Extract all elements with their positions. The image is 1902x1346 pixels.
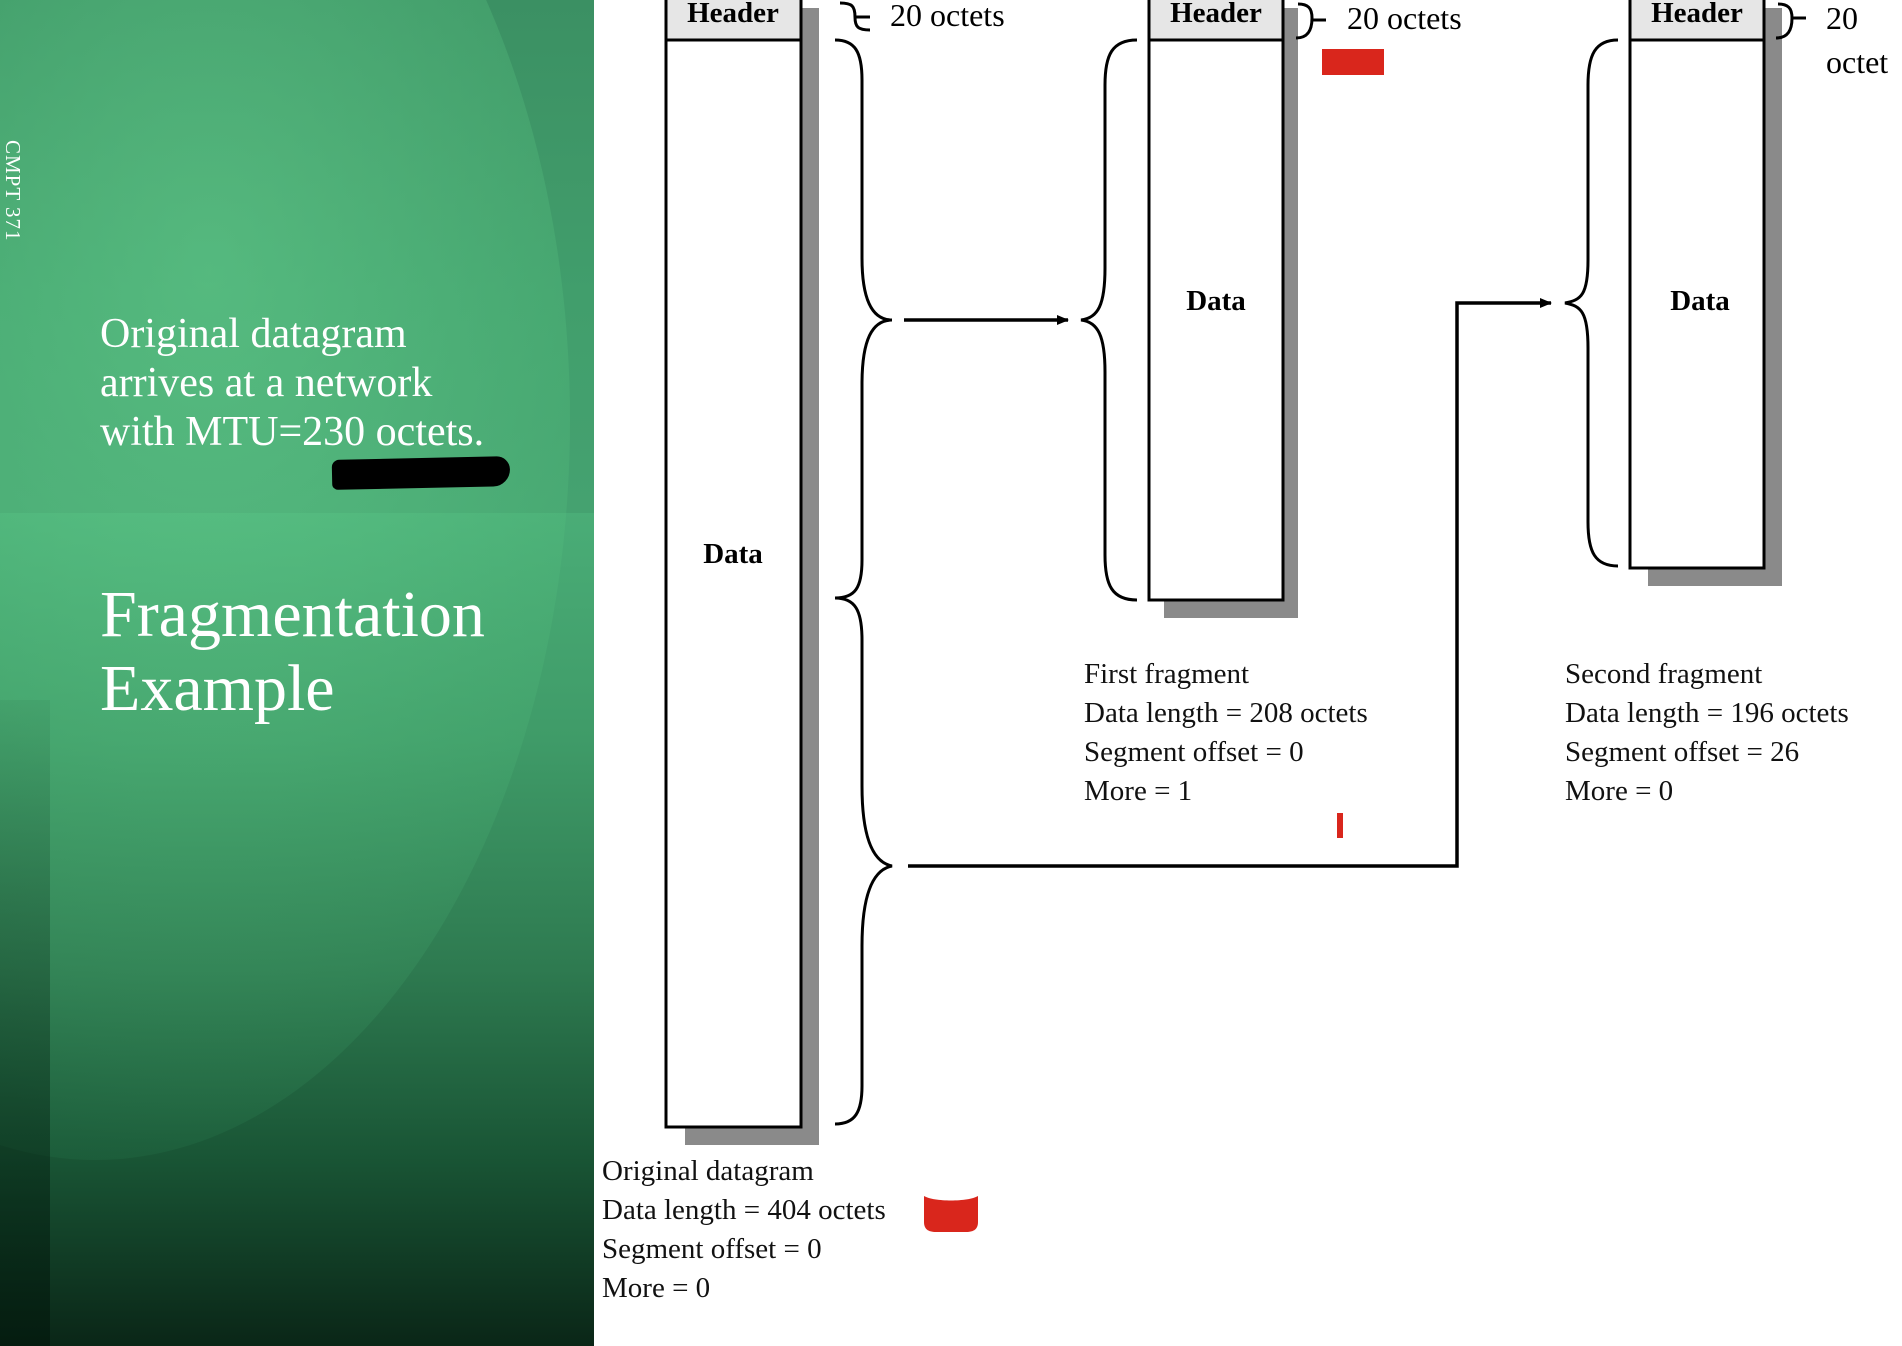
- second-fragment-header-size: 20 octet: [1826, 0, 1888, 80]
- original-data-label: Data: [703, 538, 763, 570]
- first-portion-brace: [834, 38, 893, 600]
- first-fragment-data-brace: [1080, 38, 1138, 602]
- caption-line: More = 0: [602, 1272, 710, 1304]
- original-header-fill: [667, 0, 800, 40]
- slide-title: Fragmentation Example: [100, 578, 485, 726]
- original-box: [664, 0, 803, 1129]
- caption-line: Data length = 404 octets: [602, 1194, 886, 1226]
- second-portion-brace: [834, 596, 893, 1126]
- black-ink-annotation: [331, 456, 511, 490]
- title-panel: CMPT 371 Original datagram arrives at a …: [0, 0, 594, 1346]
- red-ink-mark: [1322, 49, 1384, 75]
- caption-line: Segment offset = 0: [602, 1233, 822, 1265]
- red-ink-scribble: [924, 1196, 978, 1232]
- first-fragment: Header Data: [1147, 0, 1298, 618]
- subtitle-line: arrives at a network: [100, 360, 433, 406]
- original-header-size: 20 octets: [890, 0, 1005, 33]
- subtitle-line: Original datagram: [100, 311, 407, 357]
- course-label: CMPT 371: [1, 140, 25, 242]
- second-fragment-header-fill: [1631, 0, 1763, 40]
- original-header-brace: [839, 1, 871, 32]
- second-fragment-header-label: Header: [1651, 0, 1743, 29]
- caption-line: First fragment: [1084, 658, 1249, 690]
- second-fragment-arrow: [908, 298, 1552, 868]
- second-fragment: Header Data: [1628, 0, 1782, 586]
- caption-line: Data length = 208 octets: [1084, 697, 1368, 729]
- header-size-line: octet: [1826, 44, 1888, 80]
- caption-line: Segment offset = 26: [1565, 736, 1799, 768]
- first-fragment-data-label: Data: [1186, 285, 1246, 317]
- caption-line: Original datagram: [602, 1155, 814, 1187]
- slide-subtitle: Original datagram arrives at a network w…: [100, 310, 580, 457]
- caption-line: More = 0: [1565, 775, 1673, 807]
- caption-line: More = 1: [1084, 775, 1192, 807]
- subtitle-line: with MTU=230 octets.: [100, 409, 485, 455]
- caption-line: Segment offset = 0: [1084, 736, 1304, 768]
- fragmentation-diagram: Header Data 20 octets Header Data 20 oct…: [602, 0, 1888, 1304]
- second-fragment-data-label: Data: [1670, 285, 1730, 317]
- first-fragment-header-fill: [1150, 0, 1282, 40]
- first-fragment-caption: First fragment Data length = 208 octets …: [1084, 658, 1375, 807]
- caption-line: Data length = 196 octets: [1565, 697, 1849, 729]
- title-line: Fragmentation: [100, 578, 485, 651]
- original-datagram: Header Data: [664, 0, 819, 1145]
- subtitle-band: [0, 0, 594, 513]
- second-fragment-header-brace: [1775, 2, 1806, 40]
- original-header-label: Header: [687, 0, 779, 29]
- first-fragment-box: [1147, 0, 1285, 602]
- caption-line: Second fragment: [1565, 658, 1762, 690]
- header-size-line: 20: [1826, 0, 1858, 36]
- second-fragment-box: [1628, 0, 1766, 570]
- red-ink-tick: [1337, 813, 1343, 838]
- first-fragment-header-size: 20 octets: [1347, 0, 1462, 36]
- original-caption: Original datagram Data length = 404 octe…: [602, 1155, 893, 1304]
- title-line: Example: [100, 652, 335, 725]
- second-fragment-caption: Second fragment Data length = 196 octets…: [1565, 658, 1856, 807]
- background-strip: [0, 700, 50, 1346]
- first-fragment-header-label: Header: [1170, 0, 1262, 29]
- second-fragment-data-brace: [1564, 38, 1619, 568]
- first-fragment-header-brace: [1295, 2, 1326, 40]
